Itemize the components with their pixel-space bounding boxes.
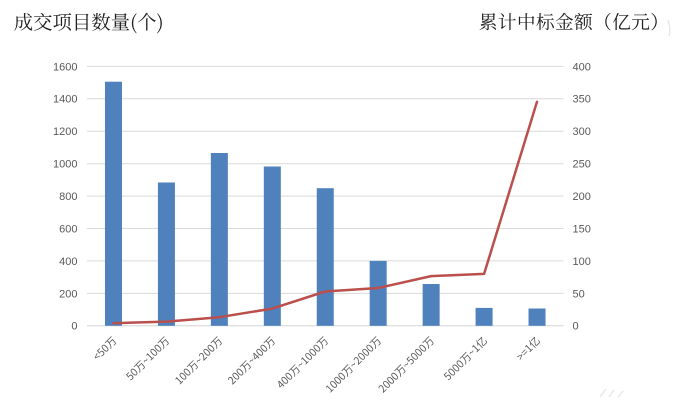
svg-text:200: 200 [573,191,591,203]
svg-text:100: 100 [573,256,591,268]
svg-text:1600: 1600 [53,61,77,73]
svg-text:50: 50 [573,288,585,300]
svg-text:0: 0 [573,321,579,333]
svg-text:150: 150 [573,223,591,235]
svg-text:800: 800 [59,191,77,203]
svg-text:200: 200 [59,288,77,300]
svg-text:300: 300 [573,126,591,138]
svg-text:1200: 1200 [53,126,77,138]
svg-text:0: 0 [71,321,77,333]
svg-text:250: 250 [573,159,591,171]
svg-text:1400: 1400 [53,94,77,106]
svg-text:400: 400 [573,61,591,73]
svg-text:400: 400 [59,256,77,268]
svg-text:350: 350 [573,94,591,106]
svg-text:600: 600 [59,223,77,235]
svg-text:1000: 1000 [53,159,77,171]
